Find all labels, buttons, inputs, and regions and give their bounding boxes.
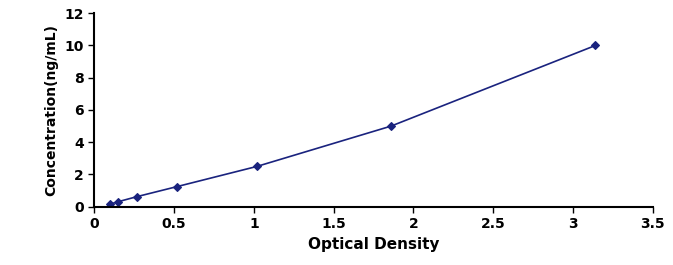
X-axis label: Optical Density: Optical Density [308,237,439,252]
Y-axis label: Concentration(ng/mL): Concentration(ng/mL) [44,24,59,196]
